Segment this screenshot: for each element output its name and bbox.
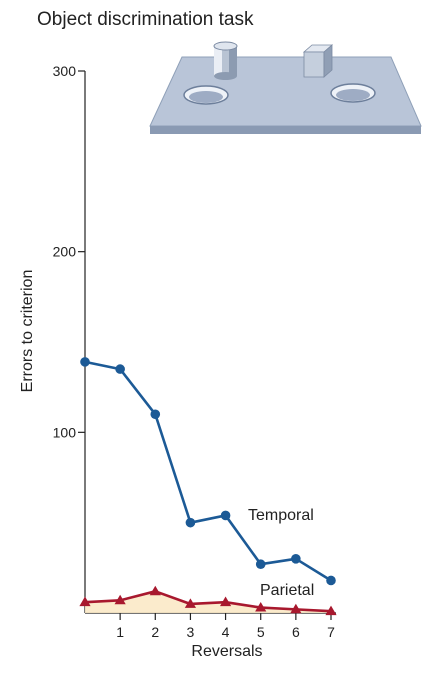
y-axis-title: Errors to criterion bbox=[19, 270, 36, 393]
data-point-temporal bbox=[185, 517, 196, 528]
data-point-parietal bbox=[184, 598, 197, 608]
data-point-parietal bbox=[79, 596, 91, 607]
series-label-temporal: Temporal bbox=[248, 507, 314, 524]
chart-title: Object discrimination task bbox=[37, 9, 254, 30]
data-point-temporal bbox=[220, 510, 231, 521]
data-point-temporal bbox=[115, 364, 125, 374]
x-tick-label: 6 bbox=[292, 624, 300, 640]
cylinder-icon bbox=[213, 41, 238, 80]
data-point-parietal bbox=[325, 605, 337, 616]
data-point-parietal bbox=[114, 594, 126, 605]
data-point-temporal bbox=[291, 554, 301, 564]
x-tick-label: 5 bbox=[257, 624, 265, 640]
x-axis-title: Reversals bbox=[191, 643, 262, 660]
right-well-inner bbox=[336, 89, 370, 101]
data-point-parietal bbox=[219, 596, 232, 607]
x-tick-label: 2 bbox=[151, 624, 159, 640]
y-tick-label: 300 bbox=[53, 63, 77, 79]
parietal-area-fill bbox=[85, 591, 331, 613]
x-tick-label: 4 bbox=[222, 624, 230, 640]
series-label-parietal: Parietal bbox=[260, 582, 314, 599]
data-point-temporal bbox=[150, 409, 161, 420]
series-line-parietal bbox=[84, 590, 332, 613]
y-ticks: 100 200 300 bbox=[53, 63, 85, 440]
series-layer bbox=[79, 357, 337, 616]
discrimination-board-illustration bbox=[149, 41, 422, 134]
cube-icon bbox=[302, 44, 334, 78]
board-front bbox=[150, 126, 421, 134]
series-line-temporal bbox=[84, 360, 332, 582]
data-point-parietal bbox=[149, 585, 161, 596]
x-tick-label: 1 bbox=[116, 624, 124, 640]
data-point-temporal bbox=[326, 575, 336, 586]
data-point-temporal bbox=[255, 559, 266, 570]
data-point-temporal bbox=[80, 357, 90, 367]
x-ticks: 1 2 3 4 5 6 7 bbox=[116, 613, 335, 640]
x-tick-label: 3 bbox=[187, 624, 195, 640]
y-tick-label: 200 bbox=[53, 244, 77, 260]
data-point-parietal bbox=[255, 601, 267, 612]
x-tick-label: 7 bbox=[327, 624, 335, 640]
left-well-inner bbox=[189, 91, 223, 103]
data-point-parietal bbox=[290, 603, 302, 614]
y-tick-label: 100 bbox=[53, 424, 77, 440]
